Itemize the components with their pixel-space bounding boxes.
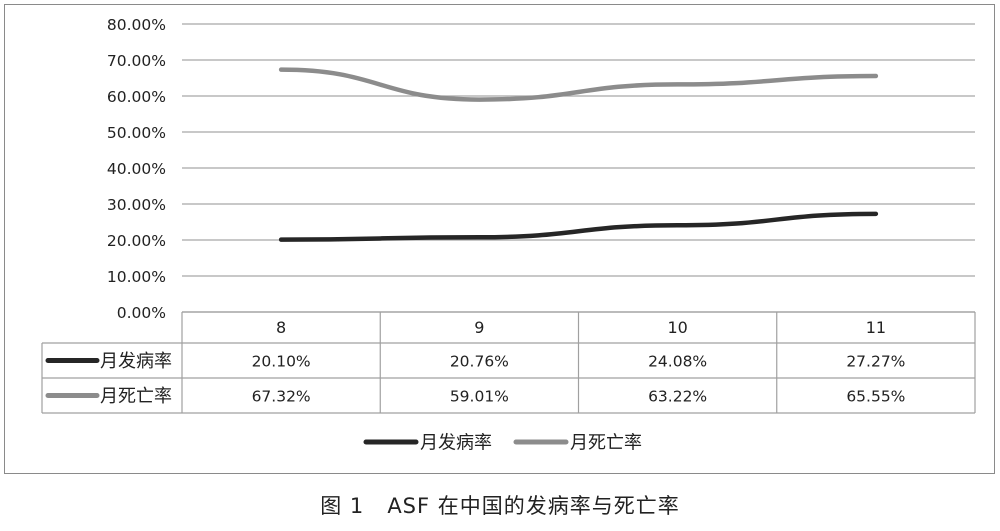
data-label: 20.10% — [252, 353, 311, 371]
data-label: 20.76% — [450, 353, 509, 371]
y-tick-label: 50.00% — [107, 124, 166, 142]
series-lines — [278, 67, 879, 242]
x-category-label: 8 — [276, 318, 286, 337]
data-label: 65.55% — [846, 388, 905, 406]
gridlines — [182, 23, 975, 313]
legend-label: 月死亡率 — [570, 433, 642, 454]
chart-frame — [4, 4, 995, 474]
y-tick-label: 10.00% — [107, 268, 166, 286]
figure-caption: 图 1 ASF 在中国的发病率与死亡率 — [0, 490, 1000, 520]
series-line — [278, 67, 879, 102]
y-axis-ticks: 0.00% 10.00% 20.00% 30.00% 40.00% 50.00% 60.00… — [107, 16, 166, 322]
x-category-label: 11 — [866, 318, 886, 337]
data-label: 24.08% — [648, 353, 707, 371]
caption-text: ASF 在中国的发病率与死亡率 — [387, 494, 680, 518]
y-tick-label: 20.00% — [107, 232, 166, 250]
table-series-name: 月死亡率 — [100, 386, 172, 407]
data-table: 8 9 10 11 月发病率 20.10% 20.76% 24.08% 27.27% 月死亡率 67… — [41, 311, 976, 414]
data-label: 27.27% — [846, 353, 905, 371]
y-tick-label: 60.00% — [107, 88, 166, 106]
y-tick-label: 70.00% — [107, 52, 166, 70]
data-label: 67.32% — [252, 388, 311, 406]
x-category-label: 10 — [667, 318, 687, 337]
caption-label: 图 1 — [320, 494, 365, 518]
table-series-name: 月发病率 — [100, 351, 172, 372]
line-chart: 0.00% 10.00% 20.00% 30.00% 40.00% 50.00% 60.00… — [41, 16, 976, 454]
legend: 月发病率 月死亡率 — [363, 433, 642, 454]
y-tick-label: 0.00% — [117, 304, 166, 322]
y-tick-label: 40.00% — [107, 160, 166, 178]
x-category-label: 9 — [474, 318, 484, 337]
series-line — [278, 211, 879, 242]
y-tick-label: 30.00% — [107, 196, 166, 214]
legend-label: 月发病率 — [420, 433, 492, 454]
data-label: 63.22% — [648, 388, 707, 406]
data-label: 59.01% — [450, 388, 509, 406]
y-tick-label: 80.00% — [107, 16, 166, 34]
